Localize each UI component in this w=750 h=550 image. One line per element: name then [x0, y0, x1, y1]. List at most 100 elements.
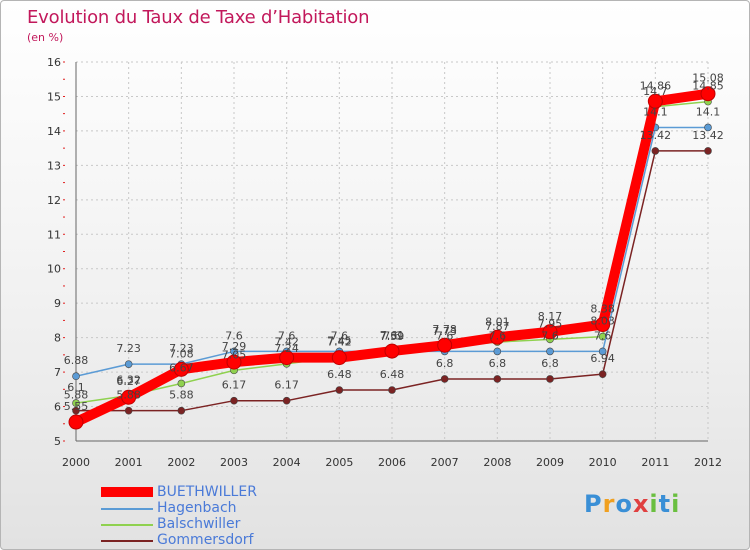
legend-item-hagenbach: Hagenbach	[101, 500, 401, 517]
data-label-gommersdorf: 6.17	[274, 379, 299, 392]
data-label-gommersdorf: 6.8	[541, 357, 559, 370]
y-tick-label: 12	[47, 194, 61, 207]
y-tick-label: 9	[54, 297, 61, 310]
data-point-buethwiller	[121, 389, 137, 405]
x-tick-label: 2010	[589, 456, 617, 469]
x-tick-label: 2011	[641, 456, 669, 469]
x-tick-label: 2009	[536, 456, 564, 469]
data-label-buethwiller: 7.29	[222, 340, 247, 353]
legend-swatch-buethwiller	[101, 487, 153, 497]
data-label-balschwiller: 7.45	[327, 335, 352, 348]
data-point-buethwiller	[384, 343, 400, 359]
data-point-buethwiller	[647, 93, 663, 109]
data-point-hagenbach	[124, 360, 133, 368]
data-point-gommersdorf	[388, 386, 396, 394]
data-point-buethwiller	[331, 350, 347, 366]
data-point-hagenbach	[598, 347, 607, 356]
data-point-gommersdorf	[440, 375, 449, 383]
legend-swatch-balschwiller	[101, 524, 153, 526]
data-label-gommersdorf: 6.94	[590, 352, 615, 365]
legend-item-balschwiller: Balschwiller	[101, 516, 401, 533]
data-label-gommersdorf: 5.88	[169, 389, 194, 402]
legend-swatch-gommersdorf	[101, 540, 153, 542]
data-point-buethwiller	[700, 86, 716, 102]
chart-subtitle: (en %)	[27, 31, 64, 44]
chart-title: Evolution du Taux de Taxe d’Habitation	[27, 7, 370, 28]
data-label-balschwiller: 6.32	[116, 374, 141, 387]
data-label-gommersdorf: 13.42	[692, 129, 724, 142]
data-point-hagenbach	[72, 372, 80, 381]
y-tick-label: 15	[47, 90, 61, 103]
data-label-balschwiller: 6.1	[67, 381, 85, 394]
y-tick-label: 6	[54, 401, 61, 414]
data-label-gommersdorf: 5.88	[64, 389, 89, 402]
logo-letter: r	[602, 490, 616, 518]
data-point-gommersdorf	[230, 396, 238, 405]
data-point-gommersdorf	[651, 147, 660, 155]
data-point-buethwiller	[68, 414, 84, 430]
data-label-gommersdorf: 6.48	[380, 368, 405, 381]
data-label-gommersdorf: 13.42	[640, 129, 672, 142]
data-point-gommersdorf	[335, 386, 344, 394]
y-tick-label: 16	[47, 56, 61, 69]
data-label-hagenbach: 14.1	[643, 105, 668, 118]
logo-letter: i	[671, 490, 681, 518]
data-label-buethwiller: 5.55	[64, 400, 89, 413]
data-point-gommersdorf	[598, 370, 607, 378]
x-tick-label: 2003	[220, 456, 248, 469]
data-label-buethwiller: 6.27	[116, 375, 141, 388]
data-label-buethwiller: 7.78	[432, 323, 457, 336]
data-point-buethwiller	[542, 324, 558, 340]
x-tick-label: 2001	[115, 456, 143, 469]
data-label-hagenbach: 6.88	[64, 354, 89, 367]
data-label-buethwiller: 8.38	[590, 303, 615, 316]
legend: BUETHWILLER Hagenbach Balschwiller Gomme…	[101, 484, 401, 549]
x-tick-label: 2005	[325, 456, 353, 469]
x-tick-label: 2012	[694, 456, 722, 469]
legend-item-buethwiller: BUETHWILLER	[101, 484, 401, 501]
data-point-gommersdorf	[177, 406, 186, 415]
data-point-gommersdorf	[546, 375, 554, 383]
data-label-balschwiller: 7.95	[538, 317, 563, 330]
logo-letter: t	[658, 490, 672, 518]
data-label-hagenbach: 7.6	[383, 329, 401, 342]
data-point-hagenbach	[704, 123, 712, 132]
data-label-buethwiller: 8.17	[538, 310, 563, 323]
x-tick-label: 2007	[431, 456, 459, 469]
logo-letter: x	[632, 490, 650, 518]
data-label-gommersdorf: 6.48	[327, 368, 352, 381]
data-label-buethwiller: 8.01	[485, 315, 510, 328]
data-label-buethwiller: 7.42	[327, 336, 352, 349]
y-tick-label: 7	[54, 366, 61, 379]
data-point-gommersdorf	[124, 406, 133, 415]
data-label-buethwiller: 7.61	[380, 329, 405, 342]
legend-label-buethwiller: BUETHWILLER	[157, 484, 257, 500]
data-point-buethwiller	[173, 361, 189, 377]
data-point-gommersdorf	[72, 406, 80, 415]
logo-letter: i	[649, 490, 659, 518]
data-point-buethwiller	[279, 350, 295, 366]
data-point-gommersdorf	[493, 375, 502, 383]
data-point-buethwiller	[437, 337, 453, 353]
data-label-hagenbach: 7.6	[436, 329, 454, 342]
data-label-hagenbach: 7.6	[541, 329, 559, 342]
data-label-balschwiller: 7.59	[380, 330, 405, 343]
data-point-buethwiller	[226, 354, 242, 370]
data-label-buethwiller: 7.08	[169, 347, 194, 360]
x-tick-label: 2002	[167, 456, 195, 469]
data-label-hagenbach: 14.1	[696, 105, 721, 118]
y-tick-label: 8	[54, 332, 61, 345]
data-label-balschwiller: 14.85	[692, 80, 724, 93]
legend-label-balschwiller: Balschwiller	[157, 516, 241, 532]
x-tick-label: 2006	[378, 456, 406, 469]
data-point-buethwiller	[489, 329, 505, 345]
data-label-gommersdorf: 6.17	[222, 379, 247, 392]
y-tick-label: 10	[47, 263, 61, 276]
data-label-hagenbach: 7.23	[169, 342, 194, 355]
data-point-hagenbach	[546, 347, 554, 356]
data-label-balschwiller: 8.03	[590, 315, 615, 328]
legend-item-gommersdorf: Gommersdorf	[101, 532, 401, 549]
data-label-gommersdorf: 6.8	[436, 357, 454, 370]
data-label-hagenbach: 7.6	[331, 329, 349, 342]
